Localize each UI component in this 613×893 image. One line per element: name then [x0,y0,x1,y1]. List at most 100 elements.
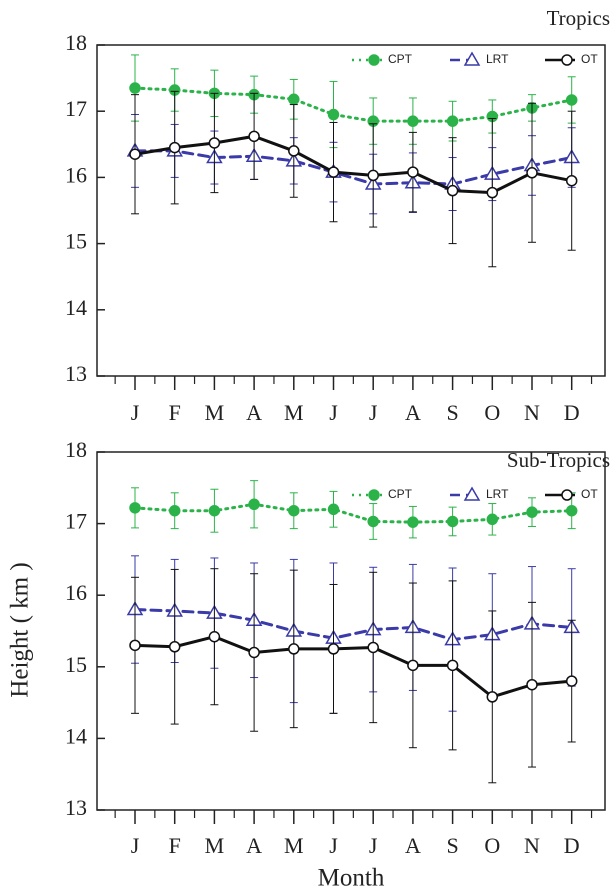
marker [248,646,260,659]
y-tick-label: 16 [65,580,87,605]
x-axis-label: Month [318,865,385,892]
x-tick-label: M [205,833,225,858]
legend-label: CPT [388,487,413,501]
marker [367,515,379,528]
marker [486,513,499,526]
series-line [133,608,574,642]
legend-label: CPT [388,52,413,66]
x-tick-label: F [169,833,181,858]
x-tick-label: S [446,833,458,858]
marker [367,169,379,182]
series-line [133,134,574,195]
marker [526,167,538,179]
marker [327,503,340,516]
marker [208,504,221,517]
x-tick-label: A [246,833,262,858]
marker [168,641,181,653]
marker [463,51,481,66]
y-tick-label: 15 [65,652,87,677]
x-tick-label: O [484,833,500,858]
x-tick-label: J [329,400,338,425]
legend-label: LRT [486,52,509,66]
x-tick-label: J [369,833,378,858]
marker [486,691,499,703]
y-axis-label: Height ( km ) [7,562,34,697]
marker [168,141,181,154]
x-tick-label: M [205,400,225,425]
x-tick-label: A [405,400,421,425]
series-line [133,149,574,186]
marker [288,504,300,517]
panel-title: Sub-Tropics [507,448,610,472]
y-tick-label: 14 [65,723,87,748]
marker [561,54,573,66]
marker [407,166,419,178]
marker [288,145,300,157]
x-tick-label: S [446,400,458,425]
marker [288,643,300,655]
y-tick-label: 13 [65,795,87,820]
x-tick-label: J [131,833,140,858]
marker [565,504,578,517]
marker [446,115,459,127]
x-tick-label: O [484,400,500,425]
marker [248,498,260,511]
panel-title: Tropics [547,6,610,30]
marker [129,502,141,514]
marker [129,82,141,94]
legend-label: OT [581,487,598,501]
marker [208,137,221,149]
marker [327,643,340,655]
y-tick-label: 16 [65,162,87,187]
marker [368,54,380,66]
marker [446,659,459,672]
y-tick-label: 18 [65,30,87,55]
marker [463,486,481,501]
y-tick-label: 17 [65,509,87,534]
legend-label: OT [581,52,598,66]
marker [526,506,538,518]
x-tick-label: J [131,400,140,425]
marker [327,166,340,178]
marker [129,639,141,652]
y-tick-label: 14 [65,295,87,320]
x-tick-label: F [169,400,181,425]
marker [288,93,300,106]
x-tick-label: N [524,400,540,425]
marker [248,130,260,143]
y-tick-label: 13 [65,361,87,386]
x-tick-label: N [524,833,540,858]
x-tick-label: J [329,833,338,858]
marker [129,148,141,160]
series-line [133,502,574,524]
x-tick-label: D [564,833,580,858]
marker [446,184,459,197]
y-tick-label: 15 [65,229,87,254]
marker [407,115,419,127]
x-tick-label: A [405,833,421,858]
marker [486,186,499,199]
x-tick-label: J [369,400,378,425]
marker [327,108,340,121]
plot-frame [96,44,606,377]
marker [565,675,578,687]
series-line [133,635,574,699]
marker [446,515,459,528]
marker [526,678,538,691]
marker [565,94,578,106]
marker [208,630,221,643]
series-line [133,86,574,123]
x-tick-label: M [284,833,304,858]
x-tick-label: M [284,400,304,425]
plot-frame [96,451,606,811]
y-tick-label: 18 [65,437,87,462]
y-tick-label: 17 [65,96,87,121]
x-tick-label: D [564,400,580,425]
legend-label: LRT [486,487,509,501]
marker [407,516,419,528]
marker [367,641,379,654]
marker [368,489,380,501]
